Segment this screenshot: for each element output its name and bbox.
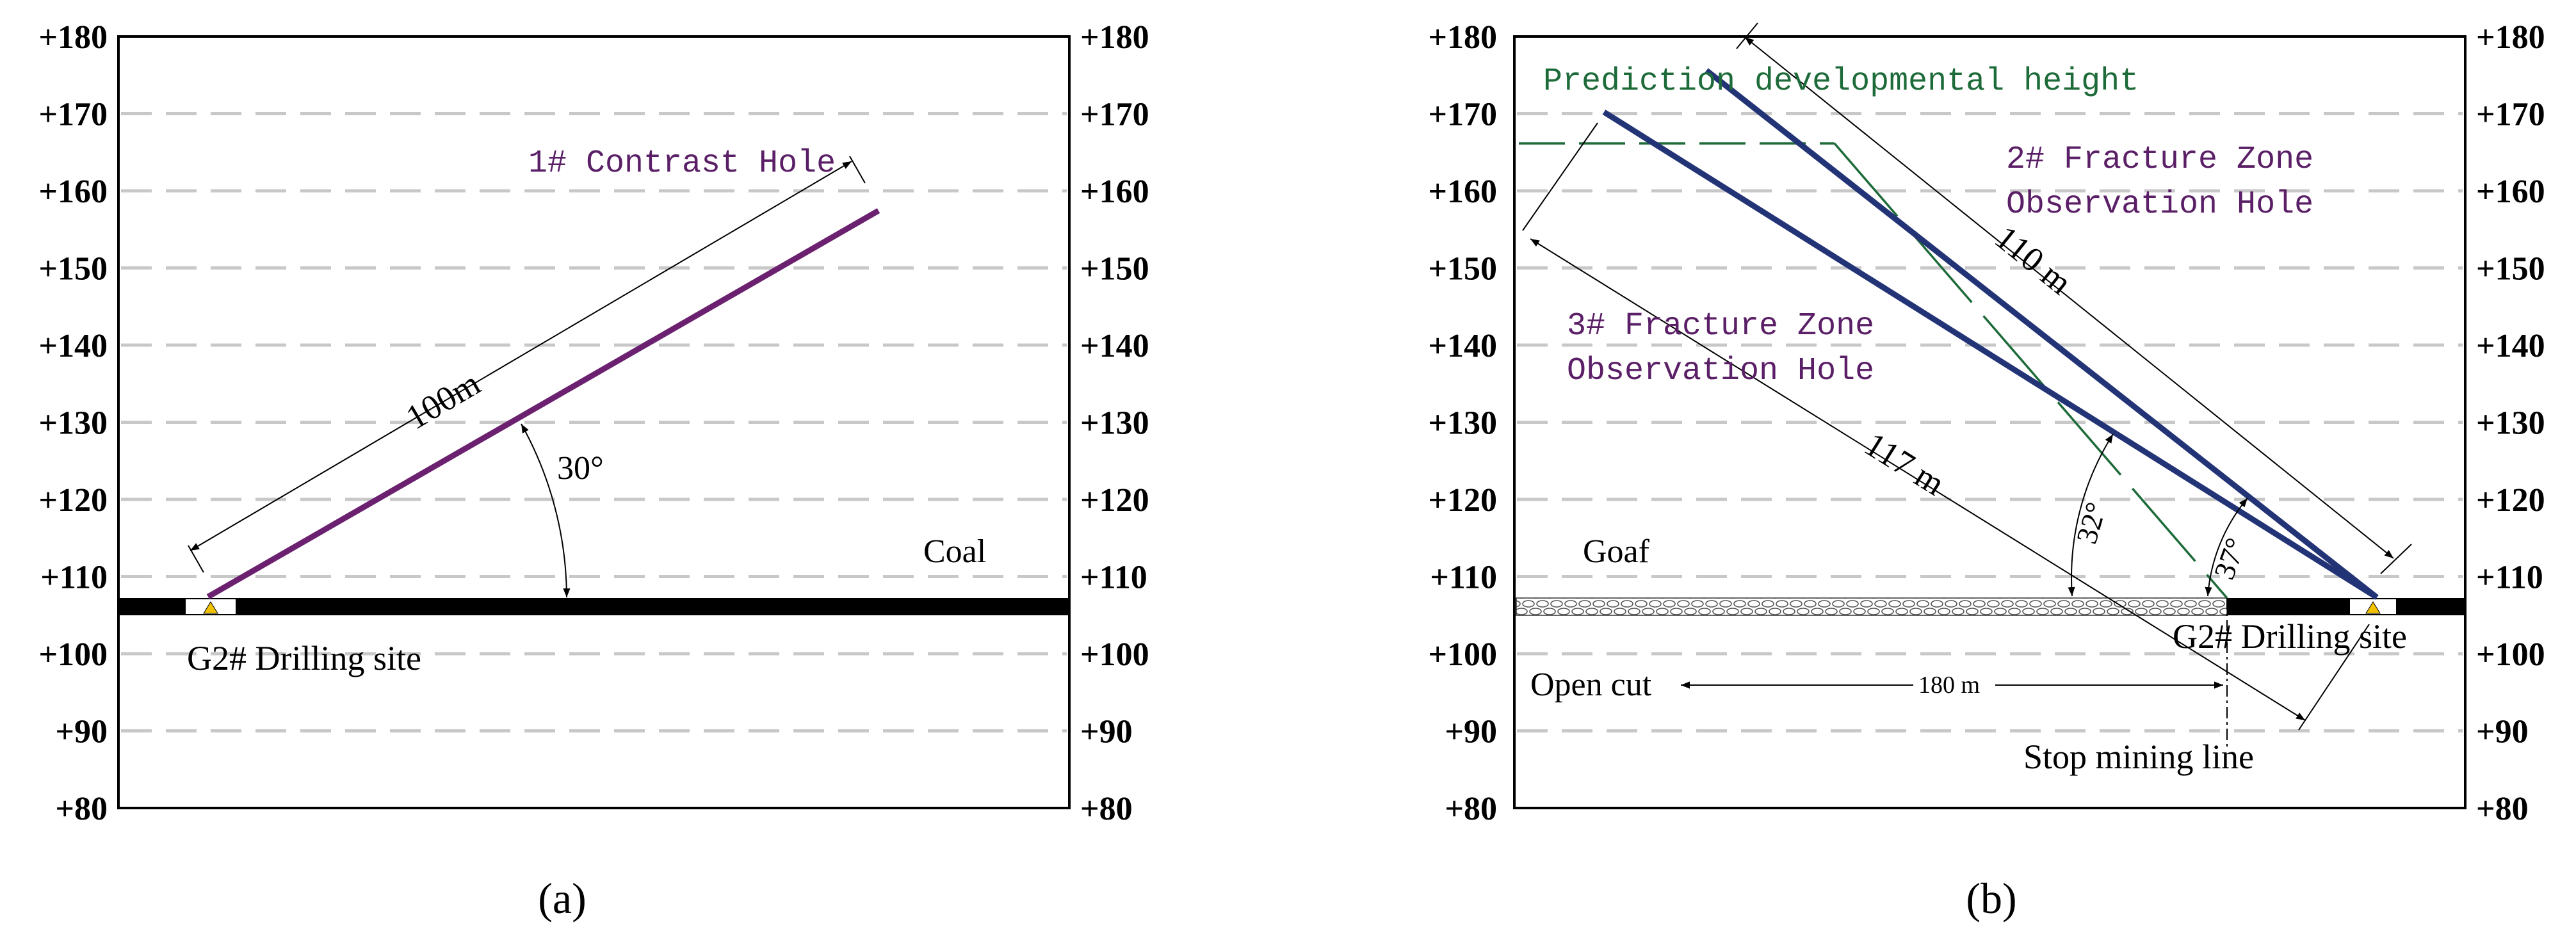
y-axis-label: +140	[38, 328, 108, 364]
y-axis-label: +140	[1428, 328, 1497, 364]
y-axis-label: +110	[40, 560, 108, 596]
panel-b-angle-32-label: 32°	[2070, 499, 2113, 547]
y-axis-label: +100	[1428, 636, 1497, 673]
y-axis-label: +80	[1080, 791, 1133, 827]
panel-b-length-117-label: 117 m	[1858, 425, 1952, 503]
y-axis-label: +130	[38, 405, 108, 442]
panel-a: +180 +170 +160 +150 +140 +130 +120 +110 +100 +90 +…	[38, 19, 1149, 827]
panel-a-caption: (a)	[538, 874, 586, 923]
panel-a-site-label: G2# Drilling site	[187, 639, 421, 677]
panel-b: +180 +170 +160 +150 +140 +130 +120 +110 +100 +90 +…	[1428, 19, 2545, 827]
y-axis-label: +110	[2476, 560, 2543, 596]
y-axis-label: +180	[38, 19, 108, 56]
y-axis-label: +120	[38, 482, 108, 519]
panel-a-gridlines	[121, 112, 1067, 732]
panel-b-angle-arc-32	[2068, 433, 2114, 597]
panel-a-coal-label: Coal	[923, 533, 986, 570]
panel-b-extension-110-end	[2380, 544, 2412, 574]
panel-a-angle-label: 30°	[557, 450, 604, 487]
y-axis-label: +80	[1445, 791, 1497, 827]
y-axis-label: +160	[38, 174, 108, 210]
y-axis-label: +100	[1080, 636, 1149, 673]
y-axis-label: +180	[2476, 19, 2545, 56]
y-axis-label: +150	[2476, 251, 2545, 287]
panel-b-angle-arc-37	[2205, 497, 2248, 597]
y-axis-label: +100	[2476, 636, 2545, 673]
panel-b-stop-line-label: Stop mining line	[2023, 738, 2254, 776]
y-axis-label: +150	[38, 251, 108, 287]
y-axis-label: +80	[2476, 791, 2529, 827]
panel-b-prediction-label: Prediction developmental height	[1543, 63, 2139, 100]
panel-b-site-label: G2# Drilling site	[2173, 617, 2407, 656]
panel-b-hole-2-label-line-1: 2# Fracture Zone	[2006, 142, 2313, 178]
y-axis-label: +120	[1080, 482, 1149, 519]
panel-b-extension-110-start	[1736, 22, 1758, 49]
panel-b-dimension-117	[1530, 238, 2306, 721]
panel-a-length-label: 100m	[400, 364, 487, 437]
y-axis-label: +120	[1428, 482, 1497, 519]
y-axis-label: +160	[2476, 174, 2545, 210]
y-axis-label: +100	[38, 636, 108, 673]
y-axis-label: +170	[1080, 97, 1149, 133]
panel-b-drill-site-triangle	[2365, 601, 2381, 614]
panel-b-hole-3-label-line-2: Observation Hole	[1567, 353, 1874, 389]
y-axis-label: +170	[2476, 97, 2545, 133]
panel-b-y-axis-right: +180 +170 +160 +150 +140 +130 +120 +110 +100 +90 +…	[2476, 19, 2545, 827]
panel-a-extension-line-end	[849, 156, 866, 184]
y-axis-label: +80	[55, 791, 108, 827]
y-axis-label: +90	[2476, 714, 2529, 750]
panel-b-distance-label: 180 m	[1918, 672, 1980, 699]
panel-b-coal-seam	[2227, 598, 2465, 615]
panel-b-y-axis-left: +180 +170 +160 +150 +140 +130 +120 +110 +100 +90 +…	[1428, 19, 1497, 827]
panel-b-goaf-label: Goaf	[1583, 533, 1650, 570]
panel-a-extension-line-start	[188, 545, 204, 573]
panel-a-drill-site-triangle	[203, 601, 218, 614]
panel-a-y-axis-left: +180 +170 +160 +150 +140 +130 +120 +110 +100 +90 +…	[38, 19, 108, 827]
y-axis-label: +180	[1080, 19, 1149, 56]
y-axis-label: +110	[1080, 560, 1147, 596]
y-axis-label: +140	[2476, 328, 2545, 364]
panel-b-extension-117-start	[1522, 122, 1598, 231]
y-axis-label: +170	[38, 97, 108, 133]
y-axis-label: +130	[1428, 405, 1497, 442]
panel-b-frame	[1513, 35, 2467, 809]
panel-a-dimension-line	[190, 161, 852, 551]
y-axis-label: +90	[1080, 714, 1133, 750]
panel-b-goaf-band	[1516, 597, 2228, 616]
y-axis-label: +160	[1080, 174, 1149, 210]
panel-a-hole-label: 1# Contrast Hole	[528, 145, 836, 182]
y-axis-label: +120	[2476, 482, 2545, 519]
y-axis-label: +90	[1445, 714, 1497, 750]
panel-b-dimension-110	[1744, 36, 2394, 559]
y-axis-label: +130	[2476, 405, 2545, 442]
panel-a-frame	[117, 35, 1071, 809]
y-axis-label: +150	[1428, 251, 1497, 287]
panel-a-angle-arc	[521, 423, 571, 598]
y-axis-label: +130	[1080, 405, 1149, 442]
y-axis-label: +90	[55, 714, 108, 750]
panel-a-y-axis-right: +180 +170 +160 +150 +140 +130 +120 +110 +100 +90 +…	[1080, 19, 1149, 827]
panel-b-distance-label-bg	[1913, 672, 1995, 697]
y-axis-label: +140	[1080, 328, 1149, 364]
panel-a-contrast-hole	[206, 208, 880, 599]
panel-b-open-cut-label: Open cut	[1530, 667, 1652, 703]
y-axis-label: +180	[1428, 19, 1497, 56]
y-axis-label: +150	[1080, 251, 1149, 287]
panel-b-hole-3-label-line-1: 3# Fracture Zone	[1567, 308, 1874, 344]
panel-b-length-110-label: 110 m	[1988, 218, 2078, 302]
panel-b-caption: (b)	[1966, 874, 2016, 923]
y-axis-label: +170	[1428, 97, 1497, 133]
y-axis-label: +110	[1430, 560, 1497, 596]
panel-a-coal-seam	[118, 598, 1069, 615]
panel-b-hole-2-label-line-2: Observation Hole	[2006, 186, 2313, 223]
panel-b-extension-117-end	[2298, 624, 2370, 731]
y-axis-label: +160	[1428, 174, 1497, 210]
